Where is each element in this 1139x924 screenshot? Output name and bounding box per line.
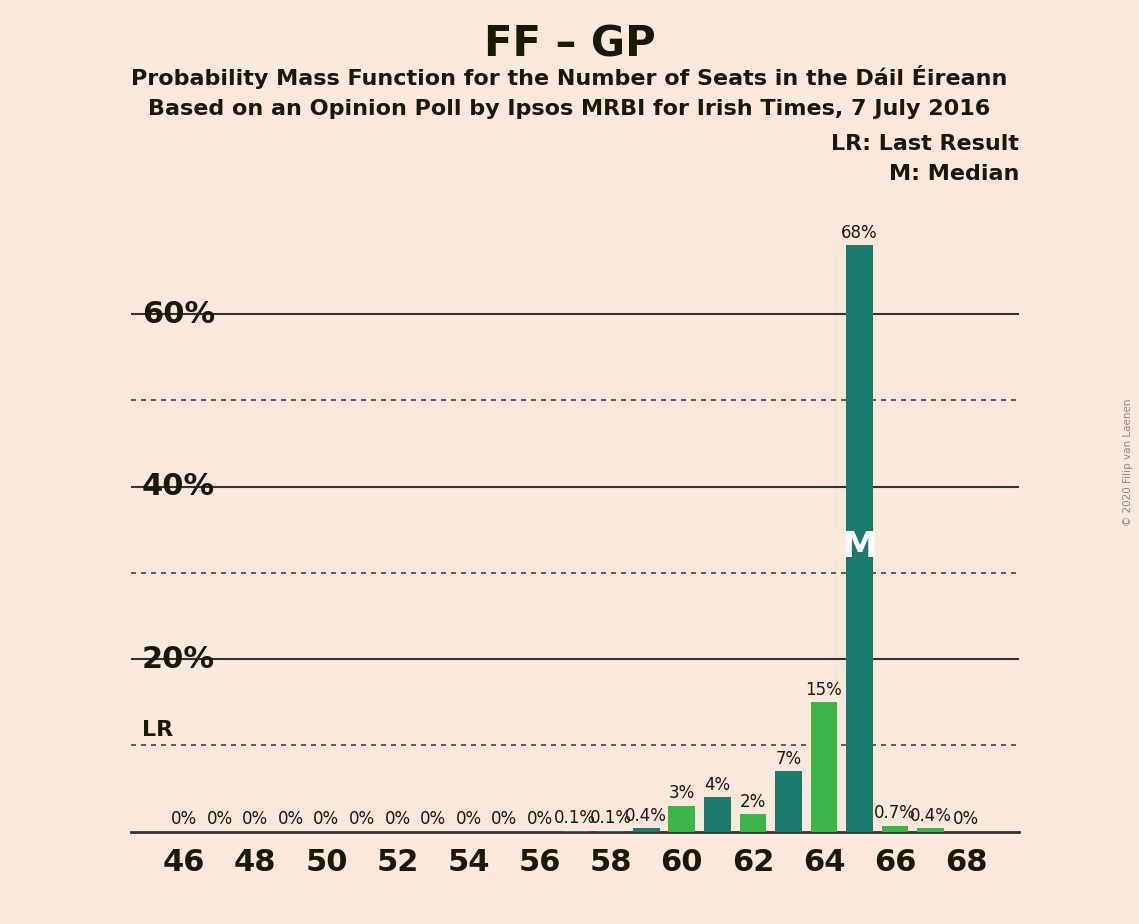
Text: © 2020 Filip van Laenen: © 2020 Filip van Laenen: [1123, 398, 1133, 526]
Bar: [917, 828, 944, 832]
Text: 0%: 0%: [243, 810, 269, 828]
Bar: [704, 797, 730, 832]
Text: LR: LR: [141, 720, 173, 740]
Text: 0%: 0%: [171, 810, 197, 828]
Text: 3%: 3%: [669, 784, 695, 802]
Text: 0%: 0%: [526, 810, 552, 828]
Text: 0%: 0%: [456, 810, 482, 828]
Text: 2%: 2%: [739, 793, 767, 811]
Text: 0%: 0%: [313, 810, 339, 828]
Bar: [846, 245, 872, 832]
Bar: [633, 828, 659, 832]
Text: FF – GP: FF – GP: [484, 23, 655, 65]
Bar: [882, 825, 909, 832]
Bar: [739, 814, 767, 832]
Text: 0.4%: 0.4%: [625, 807, 667, 825]
Text: Based on an Opinion Poll by Ipsos MRBI for Irish Times, 7 July 2016: Based on an Opinion Poll by Ipsos MRBI f…: [148, 99, 991, 119]
Text: 0%: 0%: [207, 810, 232, 828]
Text: 0%: 0%: [385, 810, 410, 828]
Text: 4%: 4%: [704, 775, 730, 794]
Text: M: M: [842, 530, 877, 564]
Text: Probability Mass Function for the Number of Seats in the Dáil Éireann: Probability Mass Function for the Number…: [131, 65, 1008, 89]
Text: 0%: 0%: [420, 810, 446, 828]
Text: 0%: 0%: [278, 810, 304, 828]
Bar: [811, 702, 837, 832]
Text: LR: Last Result: LR: Last Result: [831, 134, 1019, 154]
Text: 68%: 68%: [842, 224, 878, 242]
Text: 40%: 40%: [141, 472, 215, 501]
Bar: [669, 806, 695, 832]
Text: 20%: 20%: [141, 645, 214, 674]
Text: 0.1%: 0.1%: [590, 809, 632, 827]
Text: 0%: 0%: [953, 810, 980, 828]
Text: 0.4%: 0.4%: [910, 807, 951, 825]
Text: 0%: 0%: [349, 810, 375, 828]
Text: 15%: 15%: [805, 681, 843, 699]
Text: 60%: 60%: [141, 299, 215, 329]
Text: 0.1%: 0.1%: [555, 809, 596, 827]
Text: 0.7%: 0.7%: [874, 804, 916, 822]
Text: 0%: 0%: [491, 810, 517, 828]
Text: 7%: 7%: [776, 749, 802, 768]
Bar: [775, 772, 802, 832]
Text: M: Median: M: Median: [890, 164, 1019, 184]
